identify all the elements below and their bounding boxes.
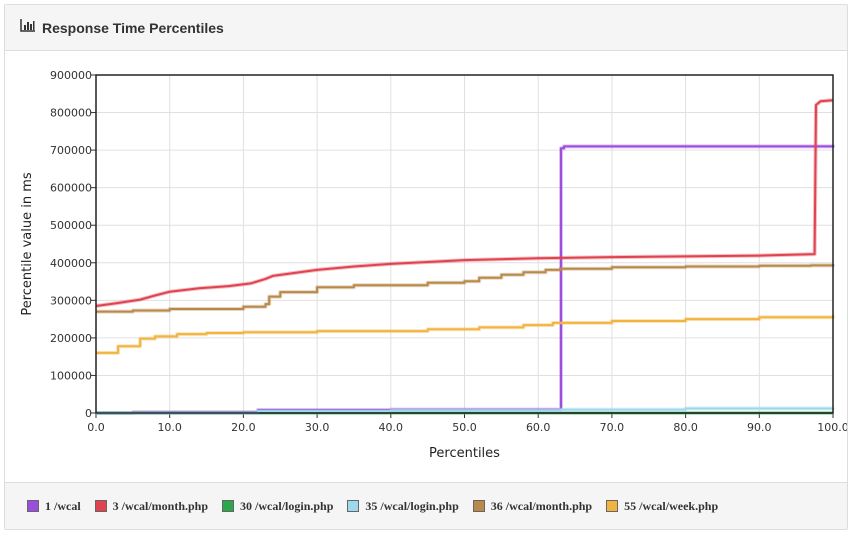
legend-swatch (472, 500, 485, 512)
bar-chart-icon (20, 18, 36, 37)
x-tick-label: 10.0 (157, 421, 182, 434)
series-line (96, 407, 834, 414)
panel-heading: Response Time Percentiles (5, 5, 847, 51)
x-tick-label: 50.0 (452, 421, 477, 434)
series-line (95, 99, 834, 307)
x-tick-label: 20.0 (231, 421, 256, 434)
legend-label: 36 /wcal/month.php (490, 498, 593, 513)
x-tick-label: 80.0 (673, 421, 698, 434)
series-line (96, 315, 834, 354)
y-tick-label: 200000 (50, 332, 92, 345)
y-tick-label: 600000 (50, 182, 92, 195)
y-tick-label: 400000 (50, 257, 92, 270)
legend-label: 35 /wcal/login.php (365, 498, 459, 513)
x-tick-label: 0.0 (87, 421, 105, 434)
legend-item: 36 /wcal/month.php (472, 498, 593, 514)
x-tick-label: 70.0 (600, 421, 625, 434)
y-tick-label: 500000 (50, 219, 92, 232)
x-tick-label: 30.0 (305, 421, 330, 434)
y-tick-label: 900000 (50, 69, 92, 82)
y-tick-label: 0 (85, 407, 92, 420)
y-axis-label: Percentile value in ms (20, 172, 35, 316)
legend-label: 30 /wcal/login.php (240, 498, 334, 513)
legend-label: 55 /wcal/week.php (624, 498, 719, 513)
legend-label: 3 /wcal/month.php (112, 498, 209, 513)
x-tick-label: 40.0 (379, 421, 404, 434)
legend-swatch (222, 500, 235, 512)
x-axis-label: Percentiles (429, 446, 500, 461)
series-line (96, 264, 834, 313)
legend-item: 30 /wcal/login.php (222, 499, 333, 514)
legend-swatch (347, 500, 360, 512)
legend-swatch (94, 500, 107, 512)
legend-label: 1 /wcal (45, 498, 81, 513)
y-tick-label: 100000 (50, 369, 92, 382)
chart-area: 0.0 10.0 20.0 30.0 40.0 50.0 60.0 70.0 80.0 90.0 1… (5, 51, 849, 483)
chart-legend: 1 /wcal 3 /wcal/month.php 30 /wcal/login.p… (5, 482, 847, 529)
y-tick-label: 700000 (50, 144, 92, 157)
legend-item: 55 /wcal/week.php (606, 499, 718, 514)
legend-swatch (27, 500, 39, 512)
percentile-chart: 0.0 10.0 20.0 30.0 40.0 50.0 60.0 70.0 80.0 90.0 1… (20, 69, 849, 461)
plot-border (95, 74, 834, 414)
y-tick-label: 800000 (50, 107, 92, 120)
response-time-panel: Response Time Percentiles 0.0 10.0 20.0 30.… (4, 4, 849, 530)
x-tick-label: 100.0 (817, 421, 847, 434)
x-tick-label: 60.0 (526, 421, 551, 434)
legend-item: 3 /wcal/month.php (94, 498, 209, 514)
x-tick-label: 90.0 (747, 421, 772, 434)
legend-swatch (606, 500, 619, 512)
legend-item: 35 /wcal/login.php (347, 498, 459, 514)
y-tick-label: 300000 (50, 294, 92, 307)
panel-title: Response Time Percentiles (42, 19, 224, 36)
legend-item: 1 /wcal (27, 499, 81, 514)
